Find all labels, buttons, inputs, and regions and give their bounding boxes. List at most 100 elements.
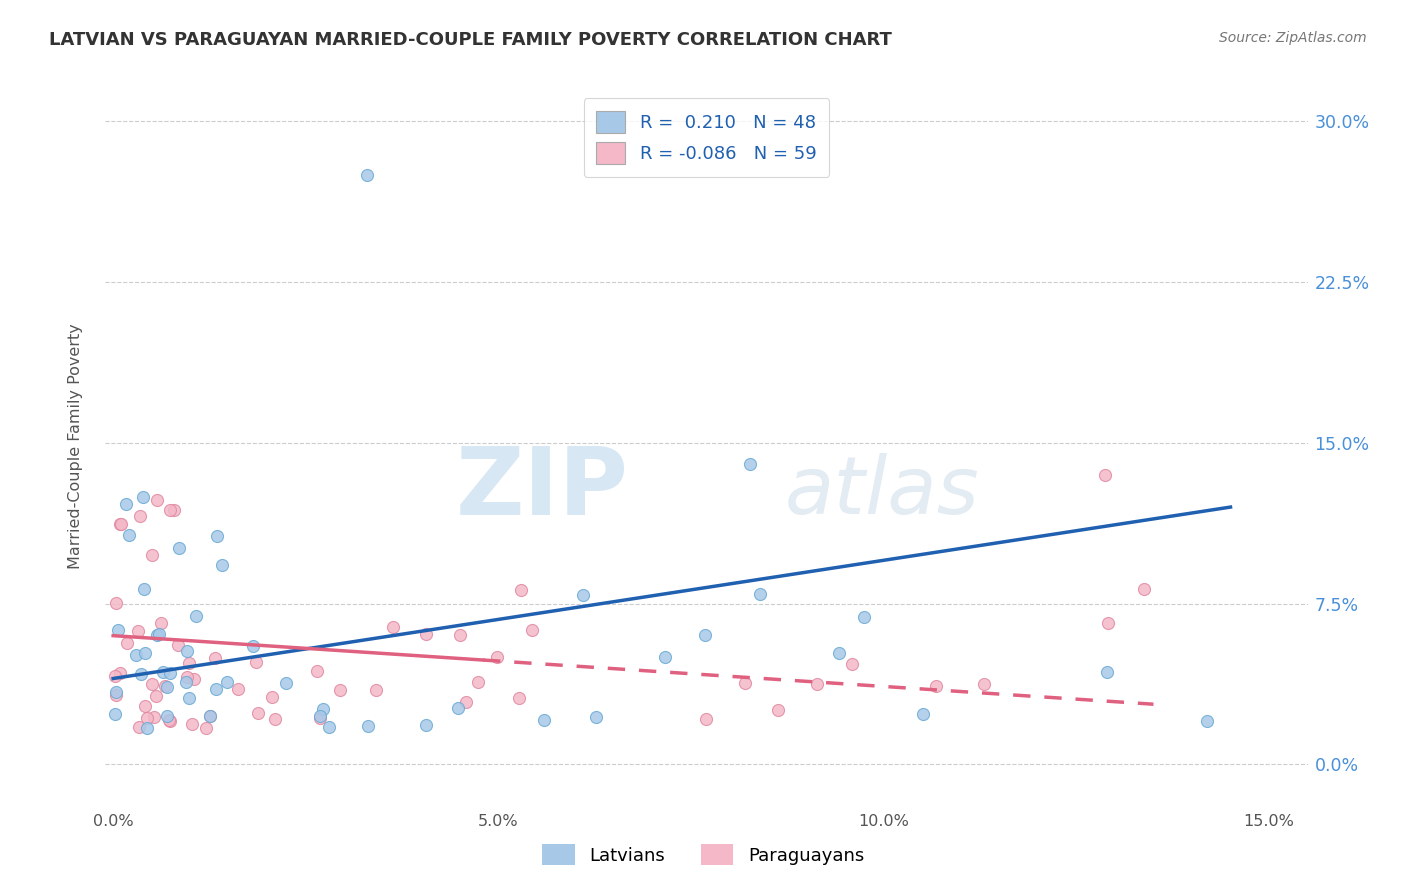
Point — [1097, 616, 1119, 631]
Point — [114, 497, 136, 511]
Point — [105, 596, 128, 610]
Point — [183, 672, 205, 686]
Point — [828, 646, 851, 660]
Point — [141, 677, 163, 691]
Point — [449, 628, 471, 642]
Point — [415, 627, 437, 641]
Point — [262, 690, 284, 704]
Point — [157, 714, 180, 728]
Point — [159, 503, 181, 517]
Point — [695, 712, 717, 726]
Point — [1197, 714, 1219, 729]
Point — [141, 548, 163, 562]
Point — [693, 628, 716, 642]
Point — [110, 666, 132, 681]
Point — [215, 675, 238, 690]
Point — [198, 709, 221, 723]
Point — [148, 626, 170, 640]
Point — [264, 712, 287, 726]
Point — [167, 638, 190, 652]
Point — [748, 587, 770, 601]
Point — [305, 664, 328, 678]
Point — [1133, 582, 1156, 596]
Point — [136, 721, 159, 735]
Point — [180, 717, 202, 731]
Point — [194, 721, 217, 735]
Point — [142, 710, 165, 724]
Point — [329, 683, 352, 698]
Point — [318, 720, 340, 734]
Point — [176, 644, 198, 658]
Point — [177, 657, 200, 671]
Point — [125, 648, 148, 663]
Point — [204, 651, 226, 665]
Point — [118, 528, 141, 542]
Point — [572, 588, 595, 602]
Point — [364, 683, 387, 698]
Point — [153, 679, 176, 693]
Point — [184, 608, 207, 623]
Point — [129, 666, 152, 681]
Point — [205, 682, 228, 697]
Point — [1095, 665, 1118, 679]
Point — [132, 490, 155, 504]
Point — [852, 609, 875, 624]
Point — [382, 619, 405, 633]
Point — [211, 558, 233, 572]
Point — [105, 688, 128, 702]
Point — [356, 168, 378, 182]
Point — [152, 665, 174, 679]
Point — [104, 706, 127, 721]
Point — [107, 623, 129, 637]
Point — [1094, 468, 1116, 483]
Point — [145, 493, 167, 508]
Point — [169, 541, 191, 555]
Point — [246, 706, 269, 721]
Point — [738, 457, 761, 471]
Point — [654, 649, 676, 664]
Point — [415, 718, 437, 732]
Point — [127, 624, 149, 638]
Point — [163, 502, 186, 516]
Point — [150, 615, 173, 630]
Point — [508, 691, 530, 706]
Point — [522, 624, 544, 638]
Point — [146, 628, 169, 642]
Legend: R =  0.210   N = 48, R = -0.086   N = 59: R = 0.210 N = 48, R = -0.086 N = 59 — [583, 98, 830, 177]
Point — [207, 529, 229, 543]
Point — [104, 669, 127, 683]
Point — [108, 516, 131, 531]
Point — [174, 674, 197, 689]
Point — [806, 677, 828, 691]
Point — [134, 699, 156, 714]
Point — [156, 680, 179, 694]
Point — [156, 709, 179, 723]
Point — [447, 701, 470, 715]
Point — [132, 582, 155, 597]
Point — [309, 711, 332, 725]
Point — [245, 655, 267, 669]
Point — [509, 583, 531, 598]
Point — [925, 679, 948, 693]
Point — [128, 508, 150, 523]
Point — [485, 649, 508, 664]
Point — [312, 702, 335, 716]
Point — [115, 635, 138, 649]
Point — [274, 676, 297, 690]
Point — [226, 681, 249, 696]
Point — [159, 666, 181, 681]
Y-axis label: Married-Couple Family Poverty: Married-Couple Family Poverty — [69, 323, 83, 569]
Point — [456, 695, 478, 709]
Point — [159, 714, 181, 728]
Point — [145, 690, 167, 704]
Point — [585, 710, 607, 724]
Text: ZIP: ZIP — [456, 442, 628, 535]
Point — [110, 516, 132, 531]
Point — [242, 639, 264, 653]
Text: LATVIAN VS PARAGUAYAN MARRIED-COUPLE FAMILY POVERTY CORRELATION CHART: LATVIAN VS PARAGUAYAN MARRIED-COUPLE FAM… — [49, 31, 891, 49]
Legend: Latvians, Paraguayans: Latvians, Paraguayans — [534, 837, 872, 872]
Point — [533, 714, 555, 728]
Point — [104, 685, 127, 699]
Text: atlas: atlas — [785, 453, 980, 532]
Point — [134, 646, 156, 660]
